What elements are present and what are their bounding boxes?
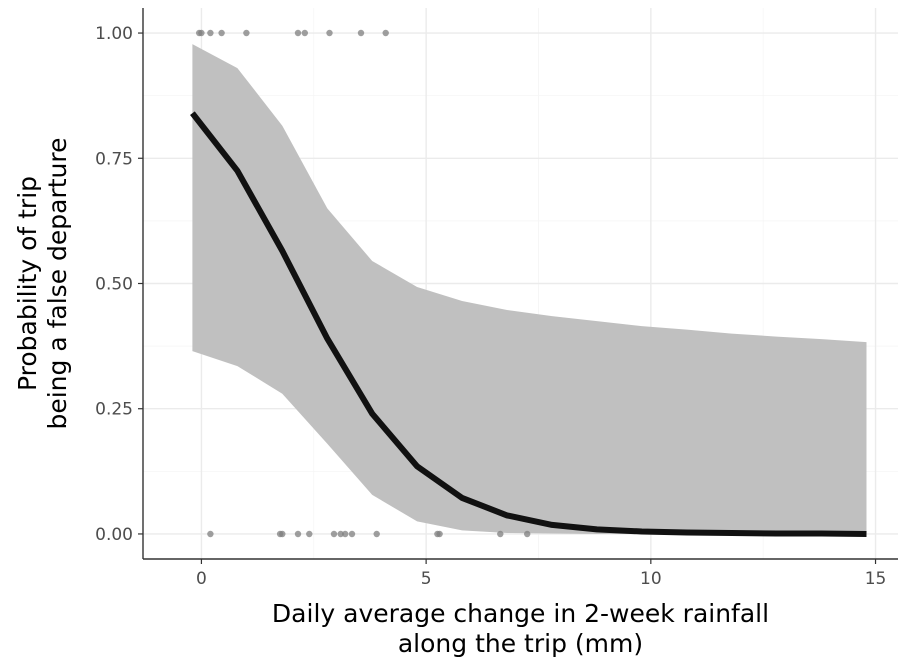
data-point: [330, 530, 338, 538]
data-point: [436, 530, 443, 538]
y-tick-label: 1.00: [95, 24, 133, 44]
x-axis-title-line: along the trip (mm): [398, 629, 643, 658]
data-point: [373, 530, 380, 538]
y-tick-label: 0.00: [95, 525, 133, 545]
y-tick-label: 0.50: [95, 275, 133, 295]
data-point: [207, 29, 214, 37]
observation-points: [196, 29, 531, 538]
axes: [138, 8, 898, 564]
data-point: [337, 530, 344, 538]
data-point: [357, 29, 365, 37]
x-axis-title-line: Daily average change in 2-week rainfall: [272, 599, 769, 628]
data-point: [342, 530, 349, 538]
data-point: [294, 29, 302, 37]
x-tick-label: 5: [421, 569, 432, 589]
confidence-ribbon-group: [192, 44, 867, 534]
data-point: [326, 29, 333, 37]
x-tick-label: 10: [640, 569, 662, 589]
data-point: [524, 530, 531, 538]
tick-labels: 0 5 10 15 0.00 0.25 0.50 0.75 1.00: [95, 24, 886, 589]
x-tick-label: 0: [196, 569, 207, 589]
fitted-probability-line: [190, 111, 867, 537]
data-point: [382, 29, 389, 37]
data-point: [348, 530, 356, 538]
y-axis-title-line: being a false departure: [43, 137, 72, 429]
data-point: [306, 530, 313, 538]
data-point: [218, 29, 225, 37]
data-point: [207, 530, 214, 538]
data-point: [497, 530, 504, 538]
data-point: [279, 530, 286, 538]
y-tick-label: 0.25: [95, 400, 133, 420]
data-point: [243, 29, 250, 37]
axis-titles: Daily average change in 2-week rainfalla…: [13, 137, 769, 658]
confidence-ribbon: [192, 44, 867, 534]
data-point: [301, 29, 308, 37]
x-tick-label: 15: [865, 569, 887, 589]
data-point: [198, 29, 205, 37]
data-point: [294, 530, 302, 538]
fitted-line-group: [190, 111, 867, 537]
y-axis-title-line: Probability of trip: [13, 176, 42, 391]
y-tick-label: 0.75: [95, 149, 133, 169]
